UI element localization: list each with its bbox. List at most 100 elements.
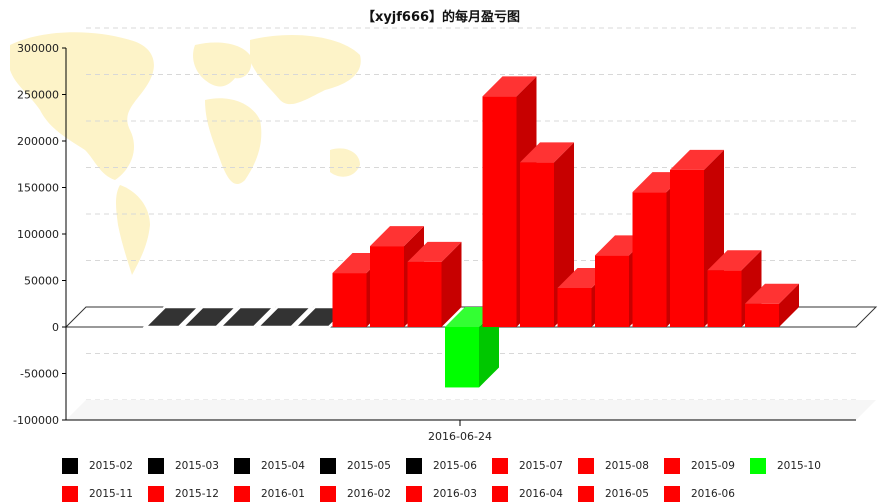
legend-item-2016-05[interactable]: 2016-05 xyxy=(578,485,649,503)
legend-item-2015-07[interactable]: 2015-07 xyxy=(492,457,563,475)
bar-top xyxy=(707,250,762,271)
y-tick-label: 100000 xyxy=(17,228,59,241)
bar-2015-02[interactable] xyxy=(141,305,203,329)
bar-front xyxy=(332,273,367,327)
bar-top xyxy=(370,226,424,247)
y-axis: 300000 250000 200000 150000 100000 50000 0 -500… xyxy=(13,42,66,427)
bar-front xyxy=(482,96,517,327)
legend-swatch xyxy=(664,486,680,502)
bar-top xyxy=(745,283,799,304)
bar-top xyxy=(216,305,278,329)
legend-swatch xyxy=(406,458,422,474)
bar-2015-10[interactable] xyxy=(445,307,499,388)
bar-top xyxy=(407,241,462,262)
legend-swatch xyxy=(320,486,336,502)
legend-item-2015-05[interactable]: 2015-05 xyxy=(320,457,391,475)
bar-top xyxy=(520,142,574,163)
bar-2015-05[interactable] xyxy=(254,305,315,329)
legend-swatch xyxy=(406,486,422,502)
bar-front xyxy=(670,169,704,327)
bars xyxy=(141,76,799,388)
legend-swatch xyxy=(578,486,594,502)
bar-side xyxy=(441,241,462,327)
chart-title: 【xyjf666】的每月盈亏图 xyxy=(362,9,520,25)
bar-side xyxy=(479,307,499,388)
bar-front xyxy=(557,287,592,327)
x-axis: 2016-06-24 xyxy=(65,48,856,443)
legend-swatch xyxy=(234,486,250,502)
legend-swatch xyxy=(148,458,164,474)
y-tick-label: 250000 xyxy=(17,89,59,102)
bar-top xyxy=(482,76,537,97)
legend-swatch xyxy=(578,458,594,474)
legend-item-2015-03[interactable]: 2015-03 xyxy=(148,457,219,475)
legend-label: 2016-06 xyxy=(691,488,735,500)
legend-item-2015-10[interactable]: 2015-10 xyxy=(750,457,821,475)
bar-front xyxy=(745,303,779,327)
y-tick-label: 300000 xyxy=(17,42,59,55)
legend-label: 2016-05 xyxy=(605,488,649,500)
legend-swatch xyxy=(320,458,336,474)
legend-item-2015-08[interactable]: 2015-08 xyxy=(578,457,649,475)
legend-item-2015-12[interactable]: 2015-12 xyxy=(148,485,219,503)
legend-label: 2015-09 xyxy=(691,460,735,472)
world-map-watermark xyxy=(10,32,361,275)
bar-top xyxy=(670,149,724,170)
legend-swatch xyxy=(750,458,766,474)
legend-swatch xyxy=(664,458,680,474)
legend-label: 2015-08 xyxy=(605,460,649,472)
y-tick-label: 200000 xyxy=(17,135,59,148)
legend-item-2016-02[interactable]: 2016-02 xyxy=(320,485,391,503)
legend-label: 2015-06 xyxy=(433,460,477,472)
legend-item-2015-09[interactable]: 2015-09 xyxy=(664,457,735,475)
bar-top xyxy=(254,305,315,329)
y-tick-label: -50000 xyxy=(20,368,59,381)
legend-label: 2015-05 xyxy=(347,460,391,472)
legend-item-2015-11[interactable]: 2015-11 xyxy=(62,485,133,503)
legend-label: 2016-04 xyxy=(519,488,563,500)
y-tick-label: 0 xyxy=(52,321,59,334)
legend-item-2016-04[interactable]: 2016-04 xyxy=(492,485,563,503)
legend-swatch xyxy=(62,458,78,474)
bar-front xyxy=(407,261,442,327)
bar-2015-04[interactable] xyxy=(216,305,278,329)
legend-label: 2015-10 xyxy=(777,460,821,472)
bar-2015-12[interactable] xyxy=(520,142,574,327)
legend-item-2016-01[interactable]: 2016-01 xyxy=(234,485,305,503)
legend-item-2015-04[interactable]: 2015-04 xyxy=(234,457,305,475)
legend-label: 2016-03 xyxy=(433,488,477,500)
legend-label: 2016-02 xyxy=(347,488,391,500)
legend-label: 2015-03 xyxy=(175,460,219,472)
y-tick-label: -100000 xyxy=(13,414,59,427)
legend-swatch xyxy=(148,486,164,502)
legend-label: 2015-11 xyxy=(89,488,133,500)
bar-2015-09[interactable] xyxy=(407,241,462,327)
bar-front xyxy=(370,246,404,327)
legend-item-2015-02[interactable]: 2015-02 xyxy=(62,457,133,475)
legend-swatch xyxy=(234,458,250,474)
bar-side xyxy=(779,283,799,327)
legend-swatch xyxy=(62,486,78,502)
bar-front xyxy=(445,327,479,388)
legend-item-2016-03[interactable]: 2016-03 xyxy=(406,485,477,503)
x-axis-label: 2016-06-24 xyxy=(428,430,492,443)
y-tick-label: 50000 xyxy=(24,275,59,288)
legend-swatch xyxy=(492,458,508,474)
legend-label: 2015-07 xyxy=(519,460,563,472)
bar-2015-03[interactable] xyxy=(179,305,240,329)
legend-label: 2015-02 xyxy=(89,460,133,472)
bar-top xyxy=(179,305,240,329)
bar-top xyxy=(141,305,203,329)
legend-swatch xyxy=(492,486,508,502)
legend-label: 2015-04 xyxy=(261,460,305,472)
y-tick-label: 150000 xyxy=(17,182,59,195)
bar-2016-06[interactable] xyxy=(745,283,799,327)
legend-label: 2016-01 xyxy=(261,488,305,500)
bar-front xyxy=(632,192,667,327)
legend-label: 2015-12 xyxy=(175,488,219,500)
bar-front xyxy=(595,255,629,327)
legend-item-2015-06[interactable]: 2015-06 xyxy=(406,457,477,475)
bar-front xyxy=(520,162,554,327)
legend-item-2016-06[interactable]: 2016-06 xyxy=(664,485,735,503)
